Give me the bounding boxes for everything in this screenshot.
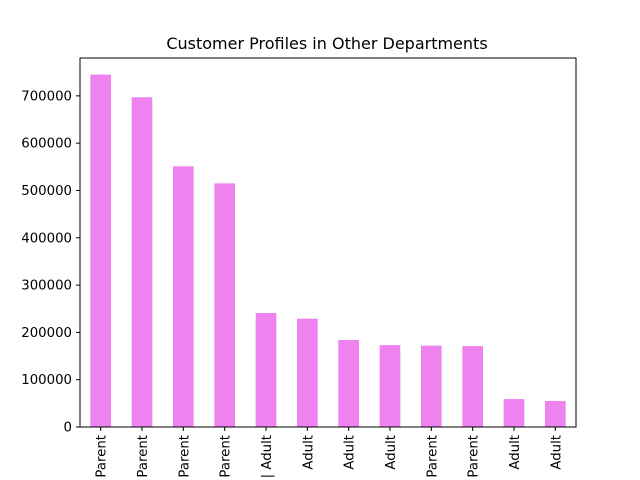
y-tick-label-1: 100000 [21, 373, 72, 388]
x-tick-label-12: Adult [549, 435, 564, 470]
chart-title: Customer Profiles in Other Departments [166, 34, 487, 53]
bars-group [90, 74, 566, 428]
x-tick-label-1: Parent [95, 435, 110, 478]
bar-4 [214, 183, 235, 427]
bar-8 [379, 345, 401, 427]
x-tick-label-9: Parent [425, 435, 440, 478]
y-tick-label-5: 500000 [21, 184, 72, 199]
x-tick-label-4: Parent [219, 435, 234, 478]
bar-5 [255, 312, 277, 427]
bar-2 [131, 97, 153, 427]
bar-6 [297, 318, 318, 427]
plot-frame [79, 57, 577, 428]
y-tick-label-0: 0 [64, 421, 72, 436]
y-tick-label-2: 200000 [21, 326, 72, 341]
x-tick-label-3: Parent [177, 435, 192, 478]
y-tick-label-6: 600000 [21, 137, 72, 152]
x-tick-label-2: Parent [136, 435, 151, 478]
bar-7 [338, 339, 359, 427]
bar-3 [173, 166, 194, 428]
x-tick-label-10: Parent [467, 435, 482, 478]
x-tick-label-11: Adult [508, 435, 523, 470]
bar-12 [545, 400, 566, 427]
y-tick-label-3: 300000 [21, 279, 72, 294]
x-tick-label-8: Adult [384, 435, 399, 470]
x-axis: Parent Parent Parent Parent | Adult Adult Adul… [95, 427, 564, 478]
x-tick-label-6: Adult [301, 435, 316, 470]
bar-11 [503, 399, 525, 427]
bar-10 [462, 346, 483, 427]
y-axis: 0 100000 200000 300000 400000 500000 600000 700… [21, 89, 80, 436]
x-tick-label-5: | Adult [260, 435, 275, 478]
y-tick-label-4: 400000 [21, 231, 72, 246]
y-tick-label-7: 700000 [21, 89, 72, 104]
bar-9 [421, 345, 442, 427]
x-tick-label-7: Adult [343, 435, 358, 470]
bar-1 [90, 74, 111, 428]
